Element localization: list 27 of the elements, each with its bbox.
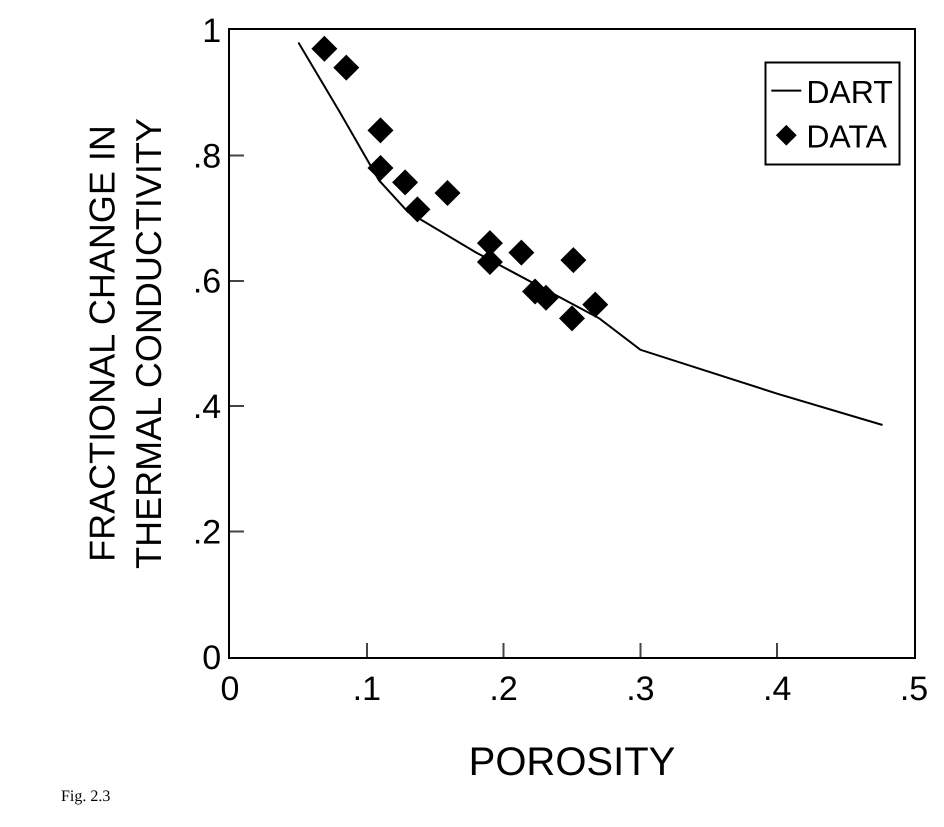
y-tick-label: 1 — [202, 12, 222, 50]
point — [560, 247, 586, 274]
point — [559, 305, 585, 332]
point — [508, 240, 534, 266]
x-tick-label: .4 — [763, 670, 792, 708]
legend-label: DART — [806, 74, 893, 110]
y-tick-label: .6 — [192, 262, 222, 301]
legend-label: DATA — [806, 118, 888, 155]
point — [367, 154, 394, 181]
x-tick-label: .3 — [626, 670, 655, 708]
point — [404, 196, 430, 222]
point — [582, 292, 608, 318]
point — [333, 54, 360, 81]
x-tick-label: .5 — [900, 670, 928, 708]
point — [311, 36, 338, 62]
y-tick-label: .4 — [192, 388, 222, 426]
point — [392, 169, 418, 196]
x-axis-title: POROSITY — [468, 740, 676, 784]
y-tick-label: 0 — [202, 638, 222, 677]
x-tick-label: .2 — [489, 670, 518, 708]
caption: Fig. 2.3 — [61, 788, 110, 805]
point — [367, 117, 394, 144]
y-axis-title: FRACTIONAL CHANGE IN THERMAL CONDUCTIVITY — [81, 118, 170, 569]
point — [434, 180, 461, 206]
y-tick-label: .2 — [192, 514, 222, 552]
x-tick-label: .1 — [352, 670, 381, 708]
y-tick-label: .8 — [192, 137, 222, 176]
